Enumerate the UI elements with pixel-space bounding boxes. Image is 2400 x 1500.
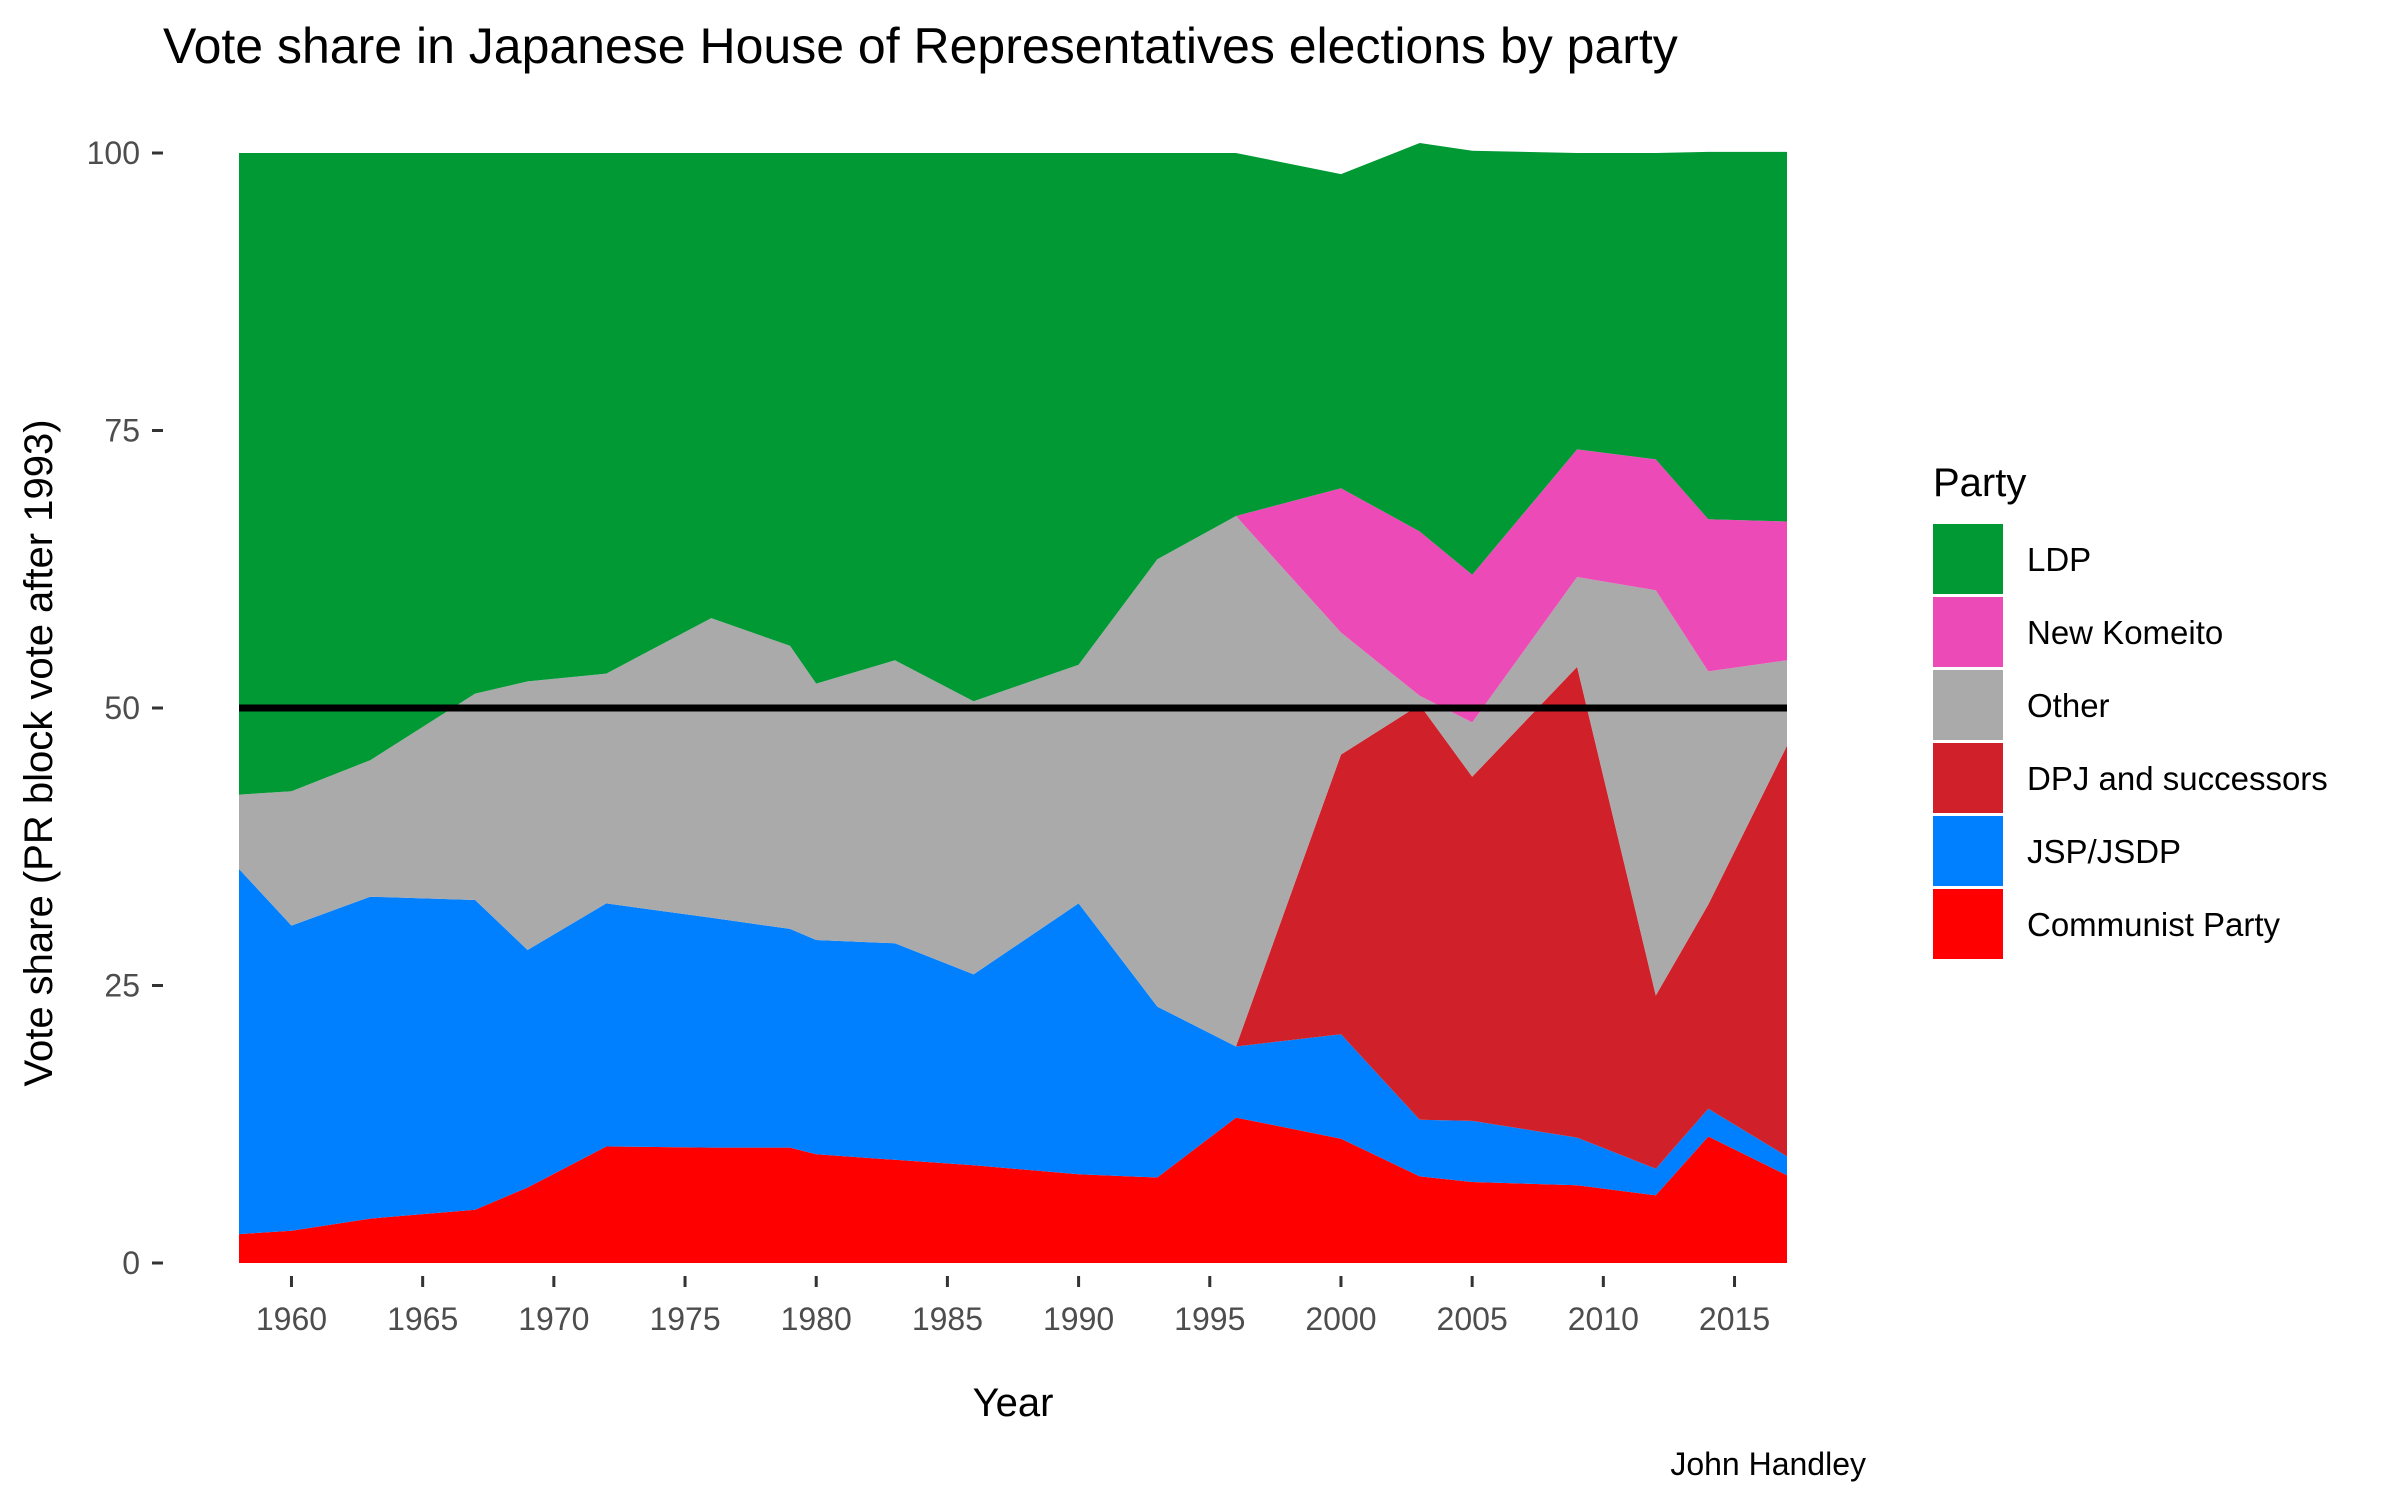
x-tick-label: 2015: [1699, 1301, 1770, 1337]
x-tick-label: 1995: [1174, 1301, 1245, 1337]
legend-label-jsp-jsdp: JSP/JSDP: [2027, 833, 2181, 870]
x-tick-label: 2010: [1568, 1301, 1639, 1337]
legend-label-communist-party: Communist Party: [2027, 906, 2281, 943]
plot-areas: [239, 143, 1787, 1263]
legend-label-new-komeito: New Komeito: [2027, 614, 2223, 651]
y-tick-label: 50: [104, 690, 140, 726]
legend-key-new-komeito: [1933, 597, 2003, 667]
y-tick-label: 100: [87, 135, 140, 171]
x-tick-label: 1975: [649, 1301, 720, 1337]
legend-key-dpj-and-successors: [1933, 743, 2003, 813]
legend-label-dpj-and-successors: DPJ and successors: [2027, 760, 2328, 797]
x-axis-title: Year: [973, 1381, 1054, 1425]
legend-label-ldp: LDP: [2027, 541, 2091, 578]
y-axis: 0 25 50 75 100: [87, 135, 163, 1281]
legend-title: Party: [1933, 461, 2026, 505]
legend-label-other: Other: [2027, 687, 2110, 724]
x-tick-label: 1970: [518, 1301, 589, 1337]
x-tick-label: 2005: [1437, 1301, 1508, 1337]
legend-key-communist-party: [1933, 889, 2003, 959]
area-dpj-and-successors: [239, 666, 1787, 1169]
x-tick-label: 1960: [256, 1301, 327, 1337]
area-jsp-jsdp: [239, 869, 1787, 1235]
legend-key-jsp-jsdp: [1933, 816, 2003, 886]
legend-key-ldp: [1933, 524, 2003, 594]
chart-title: Vote share in Japanese House of Represen…: [163, 18, 1678, 74]
area-ldp: [239, 143, 1787, 795]
x-tick-label: 1985: [912, 1301, 983, 1337]
y-axis-title: Vote share (PR block vote after 1993): [17, 419, 61, 1086]
x-axis: 1960 1965 1970 1975 1980 1985 1990 1995 2000 2005…: [256, 1276, 1770, 1337]
x-tick-label: 1965: [387, 1301, 458, 1337]
caption: John Handley: [1670, 1446, 1866, 1482]
area-communist-party: [239, 1117, 1787, 1263]
legend-key-other: [1933, 670, 2003, 740]
y-tick-label: 75: [104, 413, 140, 449]
y-tick-label: 25: [104, 968, 140, 1004]
x-tick-label: 1990: [1043, 1301, 1114, 1337]
x-tick-label: 1980: [781, 1301, 852, 1337]
legend: Party LDP New Komeito Other DPJ and success…: [1933, 461, 2328, 959]
x-tick-label: 2000: [1305, 1301, 1376, 1337]
area-new-komeito: [239, 449, 1787, 795]
area-other: [239, 516, 1787, 1047]
y-tick-label: 0: [122, 1245, 140, 1281]
